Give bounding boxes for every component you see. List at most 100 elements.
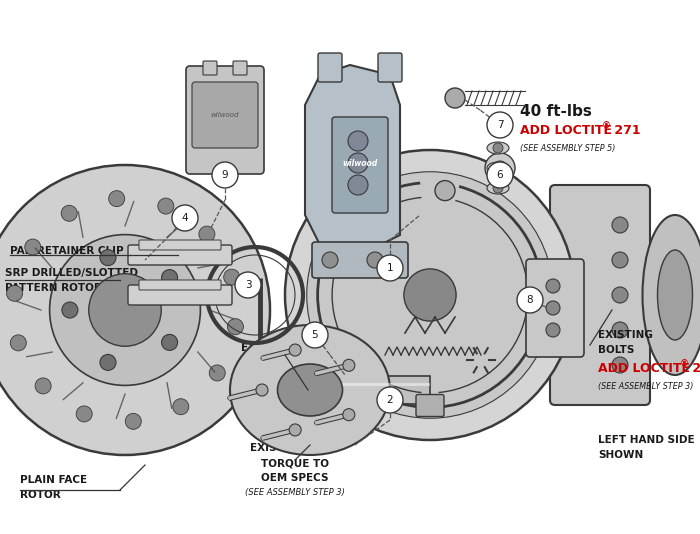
Circle shape xyxy=(76,406,92,422)
Text: LEFT HAND SIDE: LEFT HAND SIDE xyxy=(598,435,694,445)
Circle shape xyxy=(322,252,338,268)
Ellipse shape xyxy=(230,325,390,455)
FancyBboxPatch shape xyxy=(332,117,388,213)
Ellipse shape xyxy=(657,250,692,340)
Text: (SEE ASSEMBLY STEP 3): (SEE ASSEMBLY STEP 3) xyxy=(598,381,694,390)
Text: OEM SPECS: OEM SPECS xyxy=(261,473,329,483)
Text: 1: 1 xyxy=(386,263,393,273)
Circle shape xyxy=(89,274,161,346)
FancyBboxPatch shape xyxy=(139,280,221,290)
FancyBboxPatch shape xyxy=(312,242,408,278)
Ellipse shape xyxy=(487,142,509,154)
FancyBboxPatch shape xyxy=(526,259,584,357)
Circle shape xyxy=(348,131,368,151)
Circle shape xyxy=(612,357,628,373)
Circle shape xyxy=(367,252,383,268)
Circle shape xyxy=(348,175,368,195)
Ellipse shape xyxy=(277,364,342,416)
Text: ®: ® xyxy=(602,122,611,130)
Circle shape xyxy=(6,285,22,301)
Circle shape xyxy=(377,387,403,413)
Text: ADD LOCTITE: ADD LOCTITE xyxy=(520,123,612,137)
Circle shape xyxy=(50,234,200,386)
Circle shape xyxy=(256,384,268,396)
Bar xyxy=(320,376,430,404)
Text: (SEE ASSEMBLY STEP 5): (SEE ASSEMBLY STEP 5) xyxy=(520,144,615,153)
Text: wilwood: wilwood xyxy=(342,159,377,168)
Circle shape xyxy=(228,319,244,335)
Circle shape xyxy=(199,226,215,242)
Text: TORQUE TO: TORQUE TO xyxy=(261,458,329,468)
Circle shape xyxy=(493,183,503,193)
Text: SHOWN: SHOWN xyxy=(598,450,643,460)
FancyBboxPatch shape xyxy=(203,61,217,75)
FancyBboxPatch shape xyxy=(416,395,444,417)
Text: 271: 271 xyxy=(610,123,641,137)
Circle shape xyxy=(158,198,174,214)
Text: 40 ft-lbs: 40 ft-lbs xyxy=(520,105,592,120)
Circle shape xyxy=(35,378,51,394)
Circle shape xyxy=(162,334,178,350)
Text: ROTOR: ROTOR xyxy=(20,490,61,500)
Circle shape xyxy=(517,287,543,313)
Text: wilwood: wilwood xyxy=(211,112,239,118)
Circle shape xyxy=(209,365,225,381)
FancyBboxPatch shape xyxy=(550,185,650,405)
Circle shape xyxy=(162,270,178,286)
FancyBboxPatch shape xyxy=(233,61,247,75)
Text: BOLTS: BOLTS xyxy=(598,345,634,355)
Circle shape xyxy=(487,162,513,188)
Text: EXISTING NUTS: EXISTING NUTS xyxy=(250,443,340,453)
Text: 271: 271 xyxy=(688,362,700,374)
Circle shape xyxy=(546,301,560,315)
Text: EXISTING: EXISTING xyxy=(598,330,653,340)
Text: PATTERN ROTOR: PATTERN ROTOR xyxy=(5,283,102,293)
Circle shape xyxy=(485,153,515,183)
Ellipse shape xyxy=(487,162,509,174)
Ellipse shape xyxy=(487,182,509,194)
Circle shape xyxy=(125,413,141,429)
Text: 2: 2 xyxy=(386,395,393,405)
FancyBboxPatch shape xyxy=(186,66,264,174)
Circle shape xyxy=(493,161,507,175)
Circle shape xyxy=(307,172,553,418)
Circle shape xyxy=(10,335,27,351)
Text: 7: 7 xyxy=(497,120,503,130)
Circle shape xyxy=(108,191,125,207)
Text: EXISTING: EXISTING xyxy=(241,343,295,353)
Text: SRP DRILLED/SLOTTED: SRP DRILLED/SLOTTED xyxy=(5,268,138,278)
Text: ®: ® xyxy=(680,359,689,368)
FancyBboxPatch shape xyxy=(128,245,232,265)
Circle shape xyxy=(173,399,189,415)
Circle shape xyxy=(100,355,116,371)
Text: 5: 5 xyxy=(312,330,318,340)
FancyBboxPatch shape xyxy=(318,53,342,82)
Text: AXLE: AXLE xyxy=(253,358,283,368)
FancyBboxPatch shape xyxy=(378,53,402,82)
Polygon shape xyxy=(305,65,400,250)
Circle shape xyxy=(546,323,560,337)
Circle shape xyxy=(212,162,238,188)
Circle shape xyxy=(172,205,198,231)
FancyBboxPatch shape xyxy=(128,285,232,305)
Text: 9: 9 xyxy=(222,170,228,180)
Text: 8: 8 xyxy=(526,295,533,305)
Text: 4: 4 xyxy=(182,213,188,223)
Circle shape xyxy=(493,163,503,173)
Circle shape xyxy=(289,344,301,356)
Circle shape xyxy=(348,153,368,173)
Circle shape xyxy=(61,205,77,221)
Circle shape xyxy=(546,279,560,293)
Circle shape xyxy=(612,322,628,338)
Circle shape xyxy=(343,359,355,371)
Circle shape xyxy=(224,269,239,285)
Circle shape xyxy=(612,287,628,303)
Circle shape xyxy=(302,322,328,348)
Circle shape xyxy=(612,252,628,268)
Circle shape xyxy=(445,88,465,108)
Ellipse shape xyxy=(643,215,700,375)
Circle shape xyxy=(100,249,116,265)
Circle shape xyxy=(343,409,355,421)
Text: 3: 3 xyxy=(245,280,251,290)
Circle shape xyxy=(62,302,78,318)
